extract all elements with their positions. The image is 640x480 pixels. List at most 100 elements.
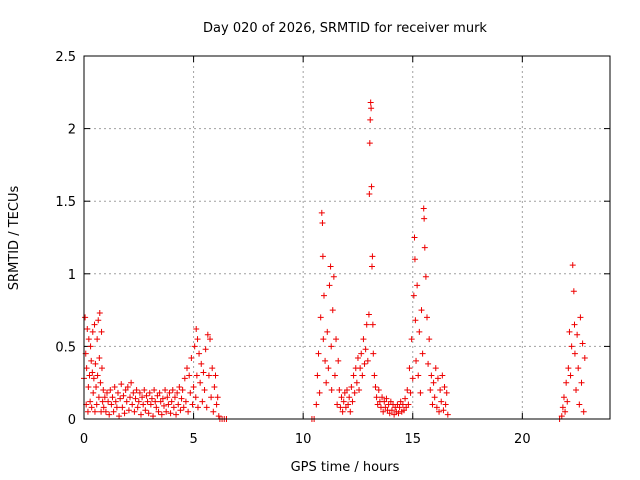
data-point [373, 394, 380, 401]
data-point [347, 408, 354, 415]
data-point [162, 386, 169, 393]
data-point [567, 372, 574, 379]
data-point [314, 372, 321, 379]
data-point [188, 355, 195, 362]
data-point [190, 384, 197, 391]
data-point [325, 365, 332, 372]
data-point [339, 408, 346, 415]
data-point [150, 413, 157, 420]
data-point [577, 314, 584, 321]
data-point [100, 386, 107, 393]
data-point [90, 389, 97, 396]
y-axis-label: SRMTID / TECUs [7, 186, 22, 291]
data-point [365, 311, 372, 318]
data-point [411, 234, 418, 241]
data-point [137, 411, 144, 418]
data-point [87, 343, 94, 350]
y-tick-label: 2 [68, 123, 76, 138]
data-point [113, 404, 120, 411]
y-tick-label: 0 [68, 413, 76, 428]
data-point [144, 398, 151, 405]
data-point [198, 360, 205, 367]
data-point [330, 273, 337, 280]
data-point [412, 317, 419, 324]
data-point [358, 350, 365, 357]
data-point [153, 404, 160, 411]
data-point [317, 314, 324, 321]
data-point [569, 262, 576, 269]
data-point [345, 401, 352, 408]
data-point [372, 384, 379, 391]
data-point [99, 398, 106, 405]
data-point [367, 116, 374, 123]
data-point [422, 273, 429, 280]
data-point [185, 408, 192, 415]
data-point [366, 190, 373, 197]
data-point [197, 379, 204, 386]
data-point [141, 386, 148, 393]
data-point [85, 384, 92, 391]
data-point [331, 372, 338, 379]
data-point [359, 372, 366, 379]
data-point [440, 407, 447, 414]
data-point [573, 386, 580, 393]
data-point [95, 317, 102, 324]
data-point [320, 292, 327, 299]
data-point [116, 413, 123, 420]
data-point [558, 413, 565, 420]
data-point [383, 395, 390, 402]
data-point [121, 410, 128, 417]
data-point [441, 384, 448, 391]
data-point [189, 401, 196, 408]
data-point [117, 395, 124, 402]
data-point [580, 408, 587, 415]
data-point [205, 372, 212, 379]
y-tick-label: 2.5 [55, 50, 76, 65]
data-point [207, 336, 214, 343]
data-point [105, 398, 112, 405]
data-point [416, 328, 423, 335]
data-point [370, 350, 377, 357]
data-point [427, 386, 434, 393]
data-point [328, 343, 335, 350]
data-point [191, 343, 198, 350]
data-point [174, 389, 181, 396]
data-point [439, 372, 446, 379]
data-point [166, 389, 173, 396]
data-point [83, 365, 90, 372]
data-point [423, 314, 430, 321]
data-point [171, 394, 178, 401]
data-point [379, 394, 386, 401]
data-point [215, 413, 222, 420]
data-point [436, 408, 443, 415]
data-point [410, 292, 417, 299]
data-point [202, 346, 209, 353]
data-point [106, 411, 113, 418]
data-point [124, 384, 131, 391]
data-point [160, 402, 167, 409]
data-point [201, 386, 208, 393]
data-point [107, 386, 114, 393]
data-point [368, 263, 375, 270]
data-point [429, 401, 436, 408]
data-point [91, 321, 98, 328]
data-point [344, 386, 350, 393]
data-point [399, 401, 406, 408]
data-point [143, 392, 150, 399]
data-point [87, 398, 94, 405]
data-point [91, 408, 98, 415]
data-point [209, 365, 216, 372]
data-point [568, 343, 575, 350]
x-tick-label: 15 [404, 432, 421, 447]
data-point [402, 395, 409, 402]
data-point [213, 401, 220, 408]
data-point [155, 408, 162, 415]
data-point [208, 394, 215, 401]
data-point [84, 408, 91, 415]
data-point [566, 328, 573, 335]
data-point [375, 386, 382, 393]
data-point [420, 205, 427, 212]
data-point [82, 314, 89, 321]
x-tick-labels: 0 5 10 15 20 [80, 432, 531, 447]
data-point [211, 384, 218, 391]
